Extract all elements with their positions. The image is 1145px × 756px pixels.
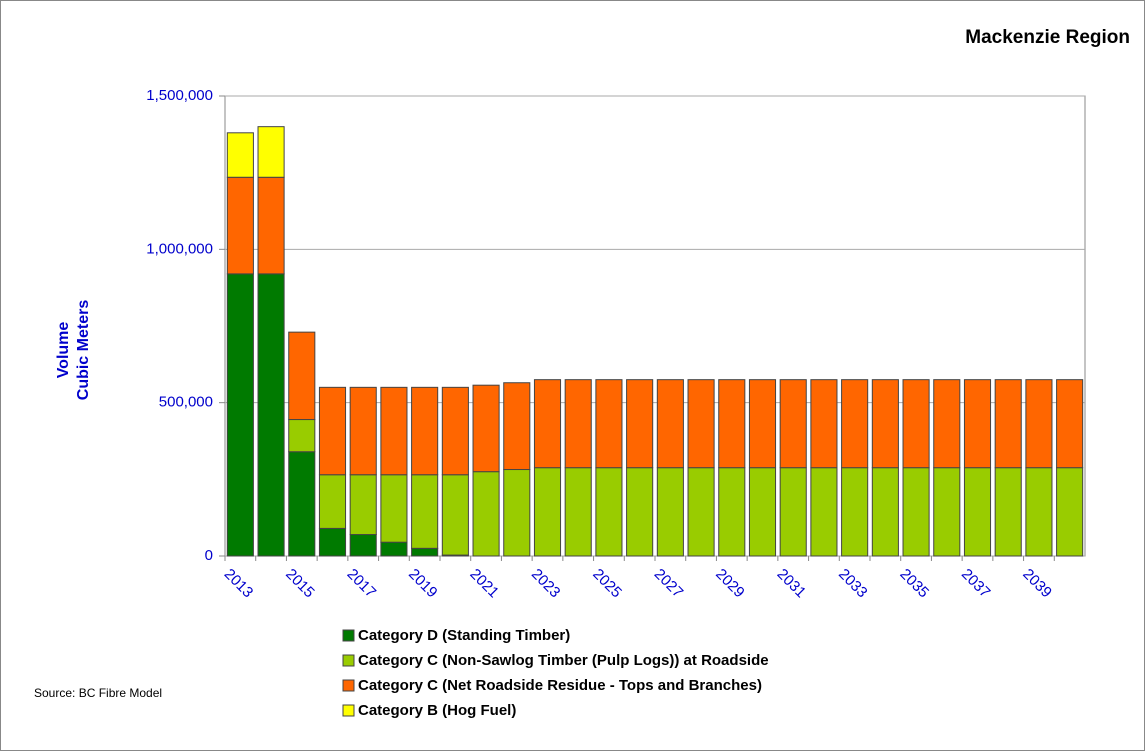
- legend-swatch: [342, 679, 355, 692]
- bar-segment: [687, 379, 715, 469]
- legend-swatch: [342, 654, 355, 667]
- bar-segment: [318, 474, 347, 529]
- legend-swatch: [342, 629, 355, 642]
- bar-segment: [1025, 379, 1053, 469]
- y-tick-label: 0: [205, 547, 213, 564]
- bar-segment: [349, 474, 377, 536]
- bar-segment: [411, 547, 439, 557]
- bar-segment: [748, 379, 777, 469]
- bar-segment: [503, 382, 531, 471]
- chart-title: Mackenzie Region: [965, 27, 1130, 48]
- bar-segment: [288, 419, 316, 453]
- bar-segment: [318, 386, 347, 476]
- bar-segment: [257, 176, 285, 275]
- bar-segment: [380, 541, 408, 557]
- bar-segment: [779, 467, 807, 557]
- bar-segment: [994, 379, 1022, 469]
- bar-segment: [626, 379, 654, 469]
- bar-segment: [1025, 467, 1053, 557]
- bar-segment: [288, 331, 316, 421]
- legend-label: Category C (Net Roadside Residue - Tops …: [358, 677, 762, 694]
- bar-segment: [933, 379, 961, 469]
- bar-segment: [226, 132, 254, 178]
- bar-segment: [748, 467, 777, 557]
- bar-segment: [902, 467, 930, 557]
- bar-segment: [871, 379, 899, 469]
- y-axis-label: Volume Cubic Meters: [55, 300, 92, 401]
- bar-segment: [1056, 467, 1084, 557]
- bar-segment: [441, 386, 469, 476]
- bar-segment: [687, 467, 715, 557]
- bar-segment: [810, 379, 838, 469]
- bar-segment: [1056, 379, 1084, 469]
- bar-segment: [718, 379, 746, 469]
- legend-swatch: [342, 704, 355, 717]
- bar-segment: [288, 451, 316, 557]
- legend-label: Category B (Hog Fuel): [358, 702, 516, 719]
- bar-segment: [380, 386, 408, 476]
- bar-segment: [226, 273, 254, 557]
- bar-segment: [718, 467, 746, 557]
- bar-segment: [503, 469, 531, 557]
- y-tick-label: 1,000,000: [146, 240, 213, 257]
- y-tick-label: 1,500,000: [146, 87, 213, 104]
- bar-segment: [226, 176, 254, 275]
- bar-segment: [533, 467, 562, 557]
- source-note: Source: BC Fibre Model: [34, 686, 162, 700]
- bar-segment: [257, 273, 285, 557]
- bar-segment: [656, 467, 684, 557]
- bar-segment: [779, 379, 807, 469]
- bar-segment: [871, 467, 899, 557]
- bar-segment: [841, 467, 869, 557]
- bar-segment: [441, 474, 469, 556]
- bar-segment: [257, 126, 285, 178]
- bar-segment: [902, 379, 930, 469]
- legend-label: Category C (Non-Sawlog Timber (Pulp Logs…: [358, 652, 769, 669]
- bar-segment: [810, 467, 838, 557]
- bar-segment: [472, 384, 500, 473]
- bar-segment: [595, 379, 623, 469]
- legend-label: Category D (Standing Timber): [358, 627, 570, 644]
- bar-segment: [963, 467, 992, 557]
- bar-segment: [933, 467, 961, 557]
- y-tick-label: 500,000: [159, 394, 213, 411]
- bar-segment: [349, 534, 377, 557]
- bar-segment: [656, 379, 684, 469]
- bar-segment: [963, 379, 992, 469]
- bar-segment: [626, 467, 654, 557]
- bar-segment: [411, 474, 439, 549]
- bar-segment: [533, 379, 562, 469]
- bar-segment: [564, 467, 592, 557]
- bar-segment: [411, 386, 439, 476]
- y-label-line: Volume: [55, 322, 72, 379]
- bar-segment: [564, 379, 592, 469]
- bar-segment: [349, 386, 377, 476]
- bar-segment: [318, 527, 347, 557]
- bar-segment: [841, 379, 869, 469]
- bar-segment: [472, 471, 500, 557]
- bar-segment: [380, 474, 408, 543]
- bar-segment: [595, 467, 623, 557]
- bar-segment: [994, 467, 1022, 557]
- y-label-line: Cubic Meters: [75, 300, 92, 401]
